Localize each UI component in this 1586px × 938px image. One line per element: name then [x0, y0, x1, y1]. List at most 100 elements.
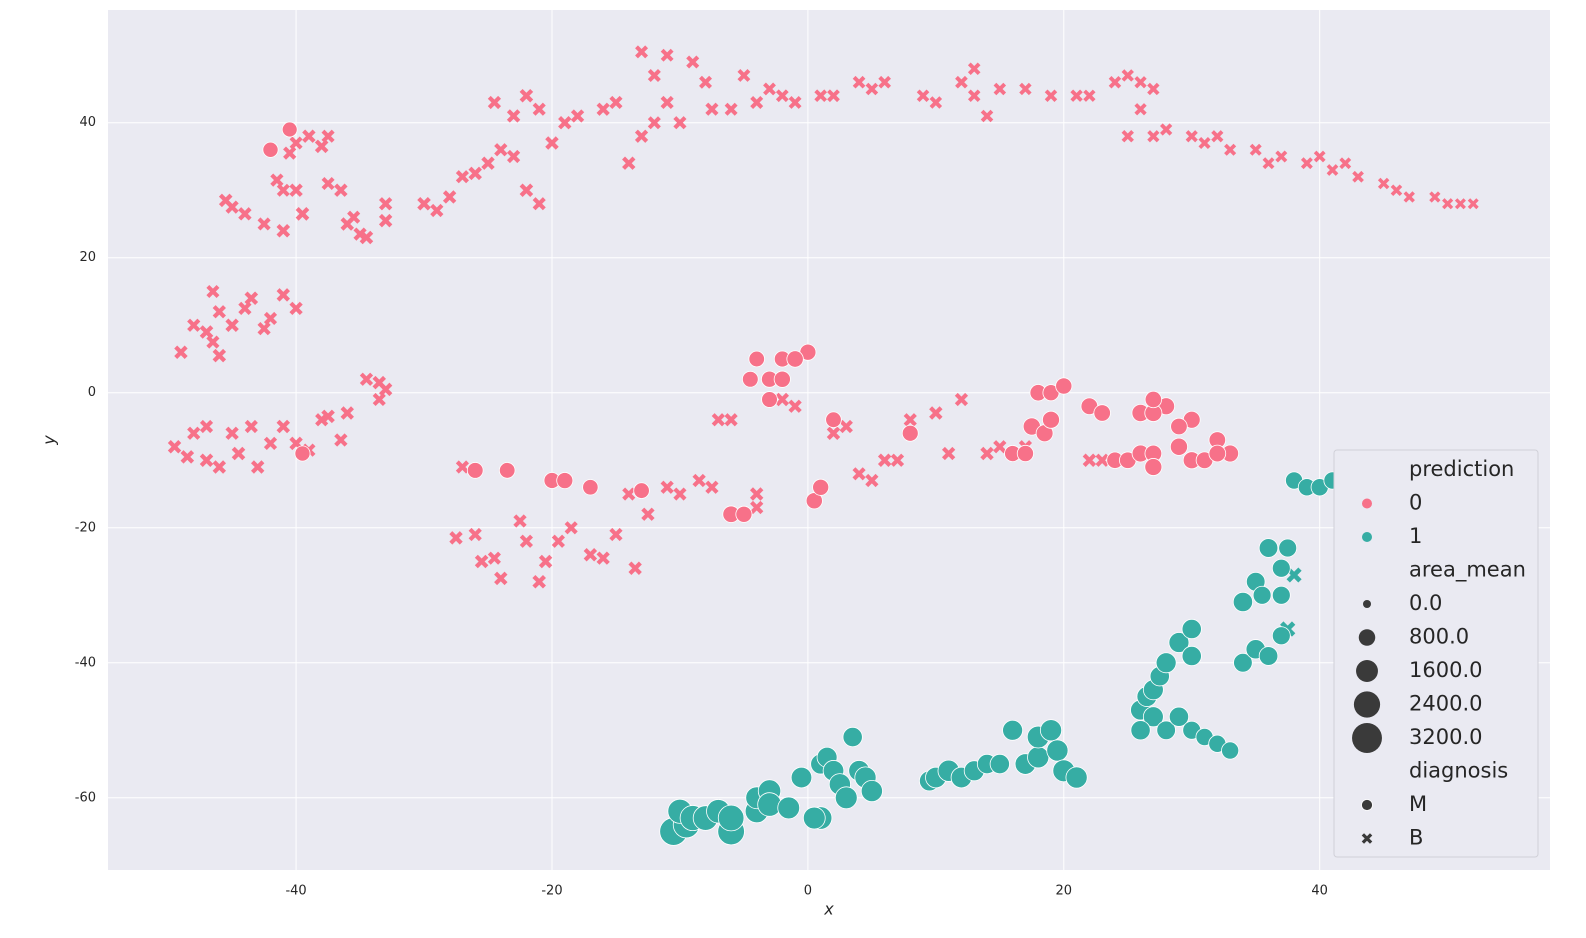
point [1155, 652, 1177, 674]
point [558, 116, 572, 130]
point [294, 445, 311, 462]
point [814, 89, 828, 103]
point [225, 426, 239, 440]
point [199, 325, 214, 339]
point [750, 96, 764, 109]
point [660, 480, 674, 494]
point [1121, 130, 1134, 143]
point [705, 102, 719, 116]
point [1147, 82, 1160, 96]
point [506, 109, 521, 123]
point [737, 69, 751, 82]
point [1016, 444, 1034, 463]
point [673, 487, 687, 501]
point [378, 382, 393, 397]
point [877, 453, 892, 467]
point [825, 411, 842, 428]
point [289, 183, 303, 197]
legend-marker [1362, 532, 1372, 542]
point [660, 48, 674, 62]
point [321, 176, 335, 191]
point [1168, 632, 1190, 653]
point [890, 453, 905, 467]
point [334, 183, 348, 197]
point [545, 136, 559, 150]
point [1170, 417, 1188, 436]
point [1313, 150, 1326, 163]
point [1403, 191, 1415, 203]
point [1326, 164, 1339, 176]
legend-size-marker [1352, 723, 1382, 753]
point [763, 82, 776, 96]
point [468, 527, 482, 542]
point [199, 419, 214, 434]
y-tick-label: -20 [75, 520, 96, 535]
point [1271, 585, 1291, 605]
point [812, 478, 830, 496]
legend-title: area_mean [1409, 558, 1526, 583]
point [1232, 591, 1254, 613]
point [1130, 720, 1151, 741]
point [1019, 82, 1032, 96]
legend-label: M [1409, 792, 1427, 816]
point [1108, 75, 1122, 89]
point [262, 141, 279, 158]
point [372, 392, 386, 407]
point [1065, 766, 1088, 789]
point [878, 75, 891, 89]
point [1144, 390, 1163, 409]
point [281, 121, 298, 138]
point [519, 88, 534, 103]
point [556, 472, 574, 489]
point [1390, 184, 1403, 197]
point [1221, 741, 1240, 760]
point [180, 450, 195, 464]
point [455, 170, 469, 184]
point [1185, 130, 1198, 143]
point [340, 406, 354, 420]
point [788, 399, 802, 413]
point [834, 786, 858, 810]
legend-label: 0 [1409, 491, 1422, 515]
point [570, 109, 585, 123]
point [1142, 706, 1164, 728]
point [1169, 437, 1188, 456]
point [773, 370, 791, 388]
point [903, 413, 917, 427]
point [1233, 653, 1253, 673]
point [967, 62, 981, 76]
point [1039, 719, 1063, 742]
point [551, 534, 565, 548]
legend-label: 3200.0 [1409, 725, 1482, 749]
point [735, 505, 753, 523]
point [1121, 69, 1134, 82]
point [842, 726, 863, 748]
point [519, 183, 534, 198]
point [1224, 143, 1237, 156]
point [750, 500, 764, 515]
point [724, 413, 738, 427]
legend-box [1333, 449, 1539, 858]
point [1144, 458, 1163, 476]
point [276, 419, 291, 434]
point [276, 183, 290, 197]
point [532, 102, 546, 116]
point [167, 440, 182, 454]
point [513, 514, 527, 528]
y-tick-label: 20 [79, 250, 96, 265]
point [1160, 123, 1173, 136]
point [378, 213, 393, 228]
point [582, 479, 599, 496]
x-tick-label: -40 [285, 884, 306, 899]
point [802, 806, 826, 830]
point [852, 467, 866, 481]
point [257, 322, 271, 336]
point [263, 436, 278, 450]
point [993, 82, 1007, 96]
point [1271, 558, 1291, 578]
point [378, 197, 393, 211]
point [206, 284, 220, 299]
point [1002, 719, 1024, 741]
point [206, 335, 220, 349]
